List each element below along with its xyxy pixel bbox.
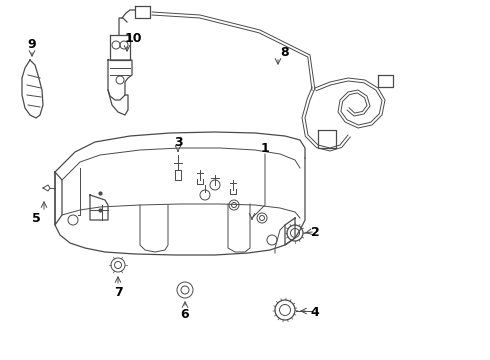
- Text: 4: 4: [311, 306, 319, 319]
- Text: 6: 6: [181, 309, 189, 321]
- Text: 7: 7: [114, 285, 122, 298]
- Text: 1: 1: [261, 141, 270, 154]
- Text: 9: 9: [28, 37, 36, 50]
- Text: 2: 2: [311, 225, 319, 239]
- Text: 3: 3: [173, 135, 182, 149]
- Text: 8: 8: [281, 45, 289, 59]
- Text: 10: 10: [124, 32, 142, 45]
- Text: 5: 5: [32, 212, 40, 225]
